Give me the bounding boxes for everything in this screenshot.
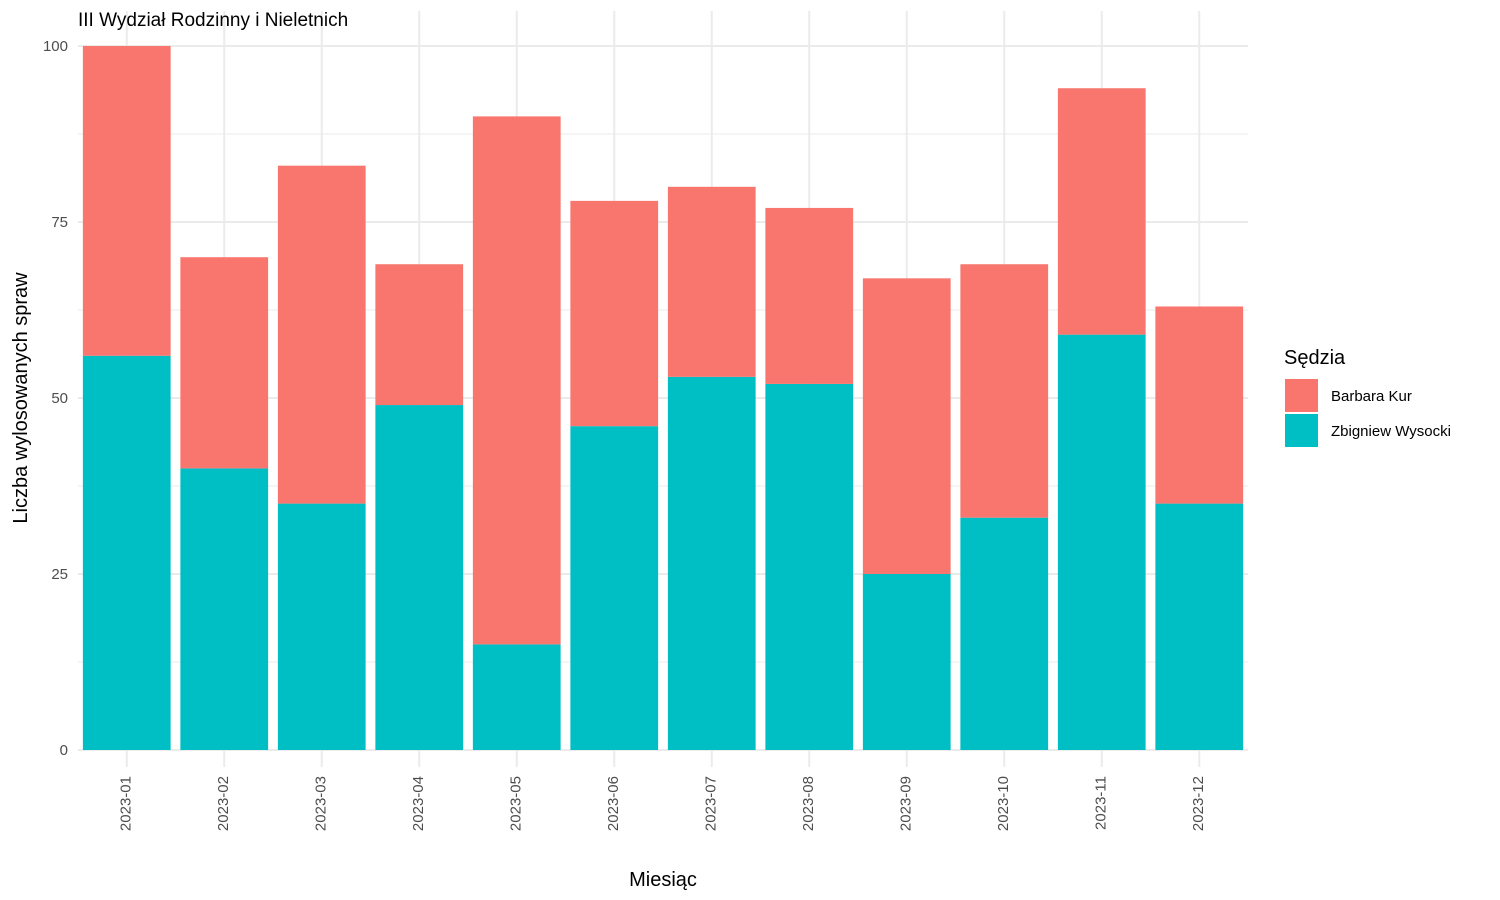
bar-2023-11-barbara-kur [1057, 88, 1146, 335]
y-tick-label: 75 [51, 214, 68, 231]
bar-2023-01-zbigniew-wysocki [82, 355, 171, 750]
x-tick-label: 2023-03 [313, 776, 330, 831]
y-axis-ticks: 0 25 50 75 100 [43, 38, 68, 759]
bar-2023-07-zbigniew-wysocki [667, 376, 756, 750]
bars [82, 46, 1244, 750]
x-tick-label: 2023-11 [1093, 776, 1110, 830]
x-tick-label: 2023-05 [508, 776, 525, 831]
y-tick-label: 100 [43, 38, 68, 55]
bar-2023-11-zbigniew-wysocki [1057, 334, 1146, 750]
bar-2023-03-barbara-kur [277, 165, 366, 504]
x-tick-label: 2023-09 [898, 776, 915, 831]
bar-2023-01-barbara-kur [82, 46, 171, 356]
y-tick-label: 0 [60, 742, 68, 759]
x-tick-label: 2023-12 [1190, 776, 1207, 831]
bar-2023-09-zbigniew-wysocki [862, 574, 951, 750]
bar-2023-12-barbara-kur [1155, 306, 1244, 504]
legend: Sędzia Barbara Kur Zbigniew Wysocki [1284, 347, 1451, 447]
bar-2023-08-zbigniew-wysocki [765, 383, 854, 750]
x-tick-label: 2023-07 [703, 776, 720, 831]
bar-2023-06-barbara-kur [570, 200, 659, 427]
legend-swatch [1285, 414, 1318, 447]
legend-label: Barbara Kur [1331, 388, 1412, 405]
bar-2023-10-zbigniew-wysocki [960, 517, 1049, 750]
x-axis-ticks: 2023-01 2023-02 2023-03 2023-04 2023-05 2023-… [118, 776, 1208, 831]
y-tick-label: 25 [51, 566, 68, 583]
legend-label: Zbigniew Wysocki [1331, 423, 1451, 440]
bar-2023-05-zbigniew-wysocki [472, 644, 561, 750]
bar-2023-02-zbigniew-wysocki [180, 468, 269, 750]
chart-title: III Wydział Rodzinny i Nieletnich [78, 10, 348, 31]
legend-swatch [1285, 379, 1318, 412]
x-tick-label: 2023-08 [800, 776, 817, 831]
bar-2023-04-barbara-kur [375, 264, 464, 406]
bar-2023-02-barbara-kur [180, 257, 269, 469]
y-axis-title: Liczba wylosowanych spraw [10, 272, 32, 524]
legend-title: Sędzia [1284, 347, 1346, 369]
bar-2023-08-barbara-kur [765, 207, 854, 384]
x-tick-label: 2023-01 [118, 776, 135, 831]
y-tick-label: 50 [51, 390, 68, 407]
bar-2023-12-zbigniew-wysocki [1155, 503, 1244, 750]
bar-2023-06-zbigniew-wysocki [570, 426, 659, 750]
bar-2023-03-zbigniew-wysocki [277, 503, 366, 750]
x-tick-label: 2023-06 [605, 776, 622, 831]
bar-2023-07-barbara-kur [667, 186, 756, 377]
x-tick-label: 2023-04 [410, 776, 427, 831]
bar-2023-09-barbara-kur [862, 278, 951, 574]
x-axis-title: Miesiąc [629, 869, 697, 891]
bar-2023-04-zbigniew-wysocki [375, 405, 464, 750]
x-tick-label: 2023-10 [995, 776, 1012, 831]
bar-2023-05-barbara-kur [472, 116, 561, 645]
bar-2023-10-barbara-kur [960, 264, 1049, 518]
x-tick-label: 2023-02 [215, 776, 232, 831]
